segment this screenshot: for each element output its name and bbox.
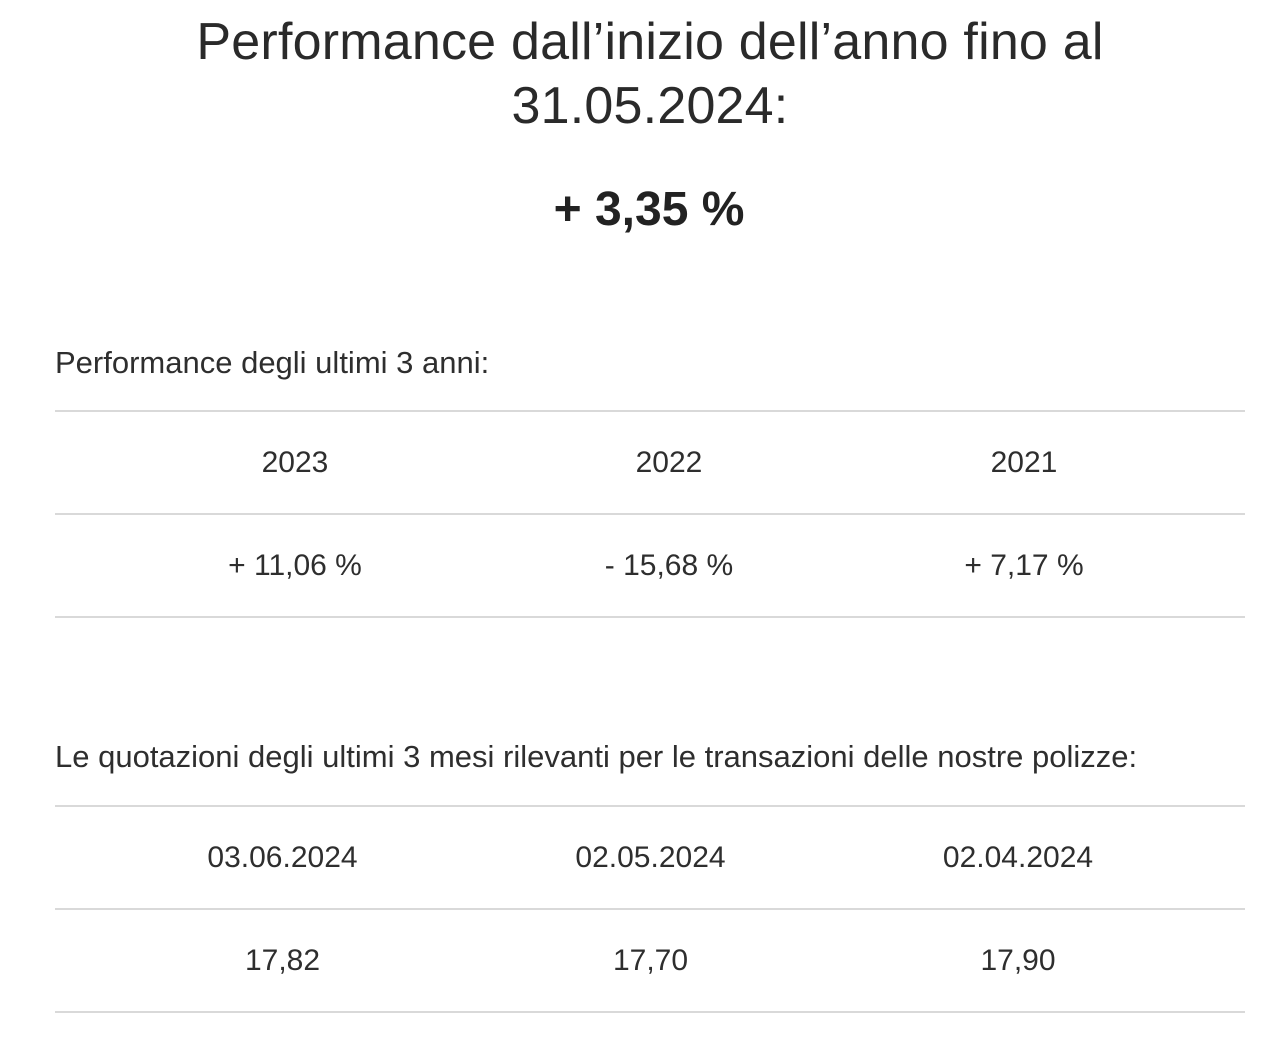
- table-row-years: 2023 2022 2021: [55, 410, 1245, 514]
- performance-value-cell: + 7,17 %: [803, 513, 1245, 618]
- performance-table: 2023 2022 2021 + 11,06 % - 15,68 % + 7,1…: [55, 410, 1245, 618]
- performance-value-cell: + 11,06 %: [55, 513, 535, 618]
- date-cell: 02.04.2024: [791, 805, 1245, 909]
- price-cell: 17,70: [510, 908, 791, 1013]
- year-cell: 2021: [803, 410, 1245, 514]
- quotes-table: 03.06.2024 02.05.2024 02.04.2024 17,82 1…: [55, 805, 1245, 1013]
- date-cell: 02.05.2024: [510, 805, 791, 909]
- table-row-prices: 17,82 17,70 17,90: [55, 908, 1245, 1013]
- year-cell: 2023: [55, 410, 535, 514]
- quotes-section-heading: Le quotazioni degli ultimi 3 mesi rileva…: [55, 739, 1138, 774]
- performance-value-cell: - 15,68 %: [535, 513, 803, 618]
- date-cell: 03.06.2024: [55, 805, 510, 909]
- table-row-dates: 03.06.2024 02.05.2024 02.04.2024: [55, 805, 1245, 909]
- performance-section-heading: Performance degli ultimi 3 anni:: [55, 345, 490, 380]
- page-title: Performance dall’inizio dell’anno fino a…: [196, 13, 1104, 135]
- year-cell: 2022: [535, 410, 803, 514]
- price-cell: 17,90: [791, 908, 1245, 1013]
- table-row-performance: + 11,06 % - 15,68 % + 7,17 %: [55, 513, 1245, 618]
- price-cell: 17,82: [55, 908, 510, 1013]
- ytd-performance-value: + 3,35 %: [553, 183, 745, 236]
